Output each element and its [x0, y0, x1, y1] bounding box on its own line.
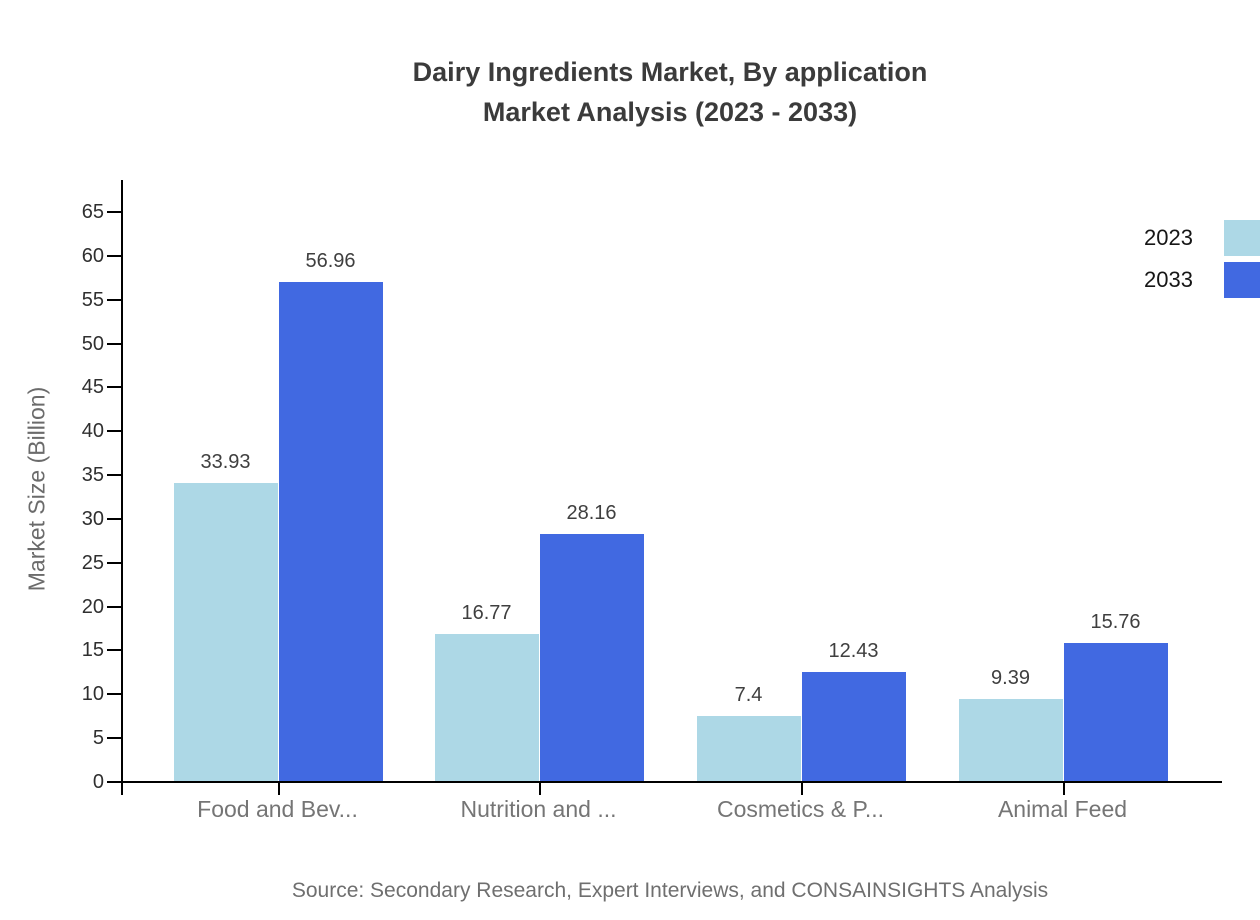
- y-tick-mark: [107, 298, 121, 301]
- category-label-animal-feed: Animal Feed: [997, 796, 1128, 822]
- x-axis-line: [107, 781, 1222, 783]
- y-tick-mark: [107, 781, 121, 783]
- value-label-2033-cosmetics-p: 12.43: [828, 639, 879, 662]
- y-axis-line: [121, 180, 123, 795]
- y-tick-mark: [107, 474, 121, 477]
- value-label-2023-nutrition-and: 16.77: [461, 601, 512, 624]
- y-tick-label: 30: [81, 507, 104, 530]
- bar-2033-animal-feed[interactable]: [1063, 642, 1168, 781]
- y-tick-label: 45: [81, 376, 104, 399]
- bar-2023-food-and-bev[interactable]: [173, 483, 278, 781]
- x-tick-mark: [277, 781, 280, 795]
- y-tick-label: 55: [81, 288, 104, 311]
- value-label-2023-food-and-bev: 33.93: [200, 451, 251, 474]
- y-tick-label: 20: [81, 595, 104, 618]
- y-tick-mark: [107, 517, 121, 520]
- y-tick-mark: [107, 649, 121, 652]
- y-tick-label: 5: [92, 727, 104, 750]
- chart-title-line1: Dairy Ingredients Market, By application: [412, 57, 928, 87]
- y-tick-label: 65: [81, 201, 104, 223]
- y-tick-label: 35: [81, 464, 104, 487]
- y-tick-label: 10: [81, 683, 104, 706]
- legend-swatch-2023: [1224, 220, 1260, 256]
- x-tick-mark: [1062, 781, 1065, 795]
- category-label-food-and-bev: Food and Bev...: [197, 796, 358, 822]
- y-tick-mark: [107, 605, 121, 608]
- value-label-2023-cosmetics-p: 7.4: [734, 684, 763, 707]
- y-tick-label: 40: [81, 420, 104, 443]
- bar-2033-food-and-bev[interactable]: [278, 281, 383, 781]
- y-tick-mark: [107, 693, 121, 696]
- bar-2033-cosmetics-p[interactable]: [801, 671, 906, 781]
- y-tick-mark: [107, 430, 121, 433]
- y-tick-mark: [107, 211, 121, 213]
- x-tick-mark: [800, 781, 803, 795]
- y-tick-mark: [107, 737, 121, 740]
- y-tick-label: 0: [92, 771, 104, 793]
- category-label-cosmetics-p: Cosmetics & P...: [716, 796, 885, 822]
- category-label-nutrition-and: Nutrition and ...: [460, 796, 617, 822]
- y-tick-label: 25: [81, 551, 104, 574]
- x-tick-mark: [538, 781, 541, 795]
- bar-2023-cosmetics-p[interactable]: [696, 716, 801, 781]
- y-tick-label: 50: [81, 332, 104, 355]
- y-tick-mark: [107, 386, 121, 389]
- chart-title: Dairy Ingredients Market, By application…: [120, 52, 1220, 132]
- value-label-2033-food-and-bev: 56.96: [305, 249, 356, 272]
- bar-2033-nutrition-and[interactable]: [539, 534, 644, 781]
- y-tick-label: 15: [81, 639, 104, 662]
- bar-2023-animal-feed[interactable]: [958, 698, 1063, 781]
- source-attribution: Source: Secondary Research, Expert Inter…: [291, 879, 1049, 902]
- y-tick-label: 60: [81, 244, 104, 267]
- chart-title-line2: Market Analysis (2023 - 2033): [482, 97, 858, 127]
- bar-2023-nutrition-and[interactable]: [434, 633, 539, 781]
- value-label-2033-nutrition-and: 28.16: [566, 502, 617, 525]
- legend-label: 2033: [1144, 267, 1193, 292]
- y-tick-mark: [107, 561, 121, 564]
- value-label-2023-animal-feed: 9.39: [991, 666, 1030, 689]
- y-tick-mark: [107, 342, 121, 345]
- legend-swatch-2033: [1224, 262, 1260, 298]
- y-tick-mark: [107, 254, 121, 257]
- legend-label: 2023: [1144, 225, 1193, 250]
- value-label-2033-animal-feed: 15.76: [1090, 610, 1141, 633]
